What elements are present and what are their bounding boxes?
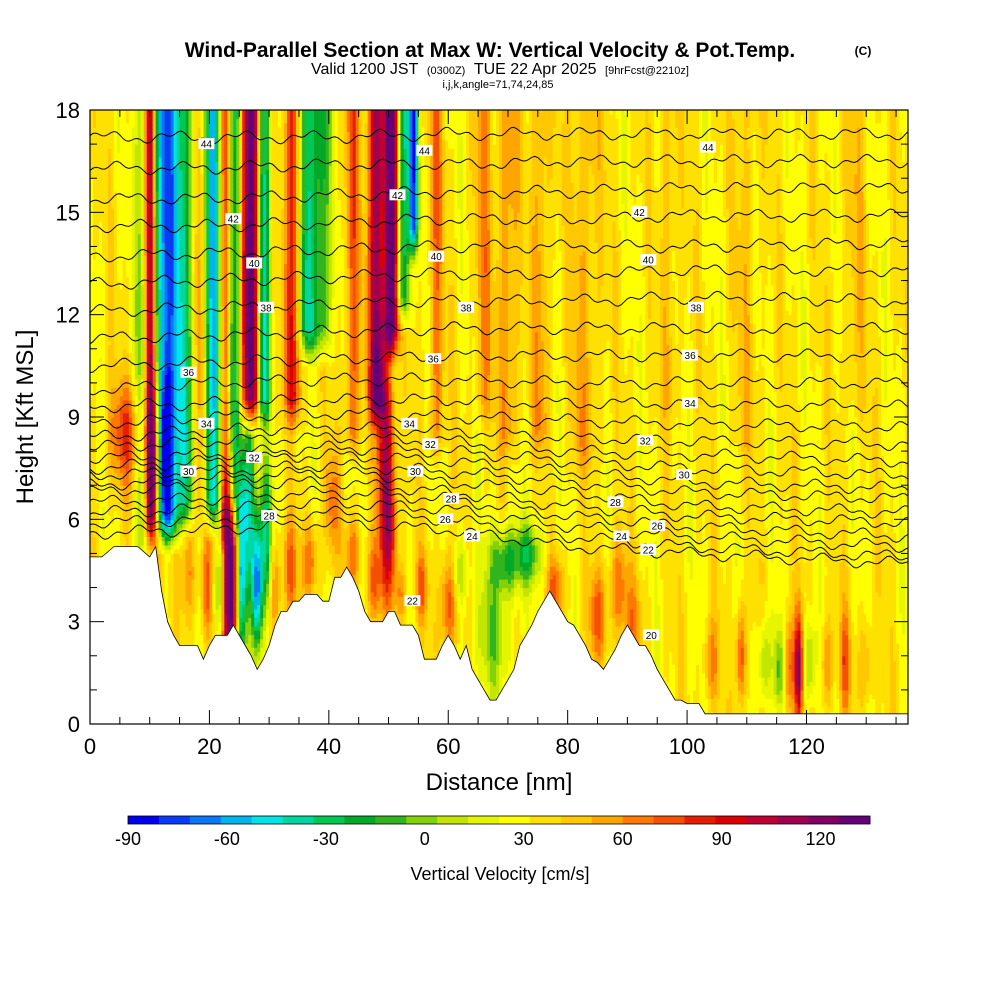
vertical-velocity-field (90, 110, 909, 720)
cross-section-chart: Wind-Parallel Section at Max W: Vertical… (0, 0, 1000, 1000)
subtitle-fcst: [9hrFcst@2210z] (605, 65, 689, 77)
subtitle-valid: Valid 1200 JST (311, 61, 419, 78)
subtitle-utc: (0300Z) (427, 65, 466, 77)
chart-title-mark: (C) (855, 44, 872, 58)
chart-title: Wind-Parallel Section at Max W: Vertical… (185, 39, 796, 62)
chart-subtitle-indices: i,j,k,angle=71,74,24,85 (442, 79, 553, 91)
chart-subtitle: Valid 1200 JST (0300Z) TUE 22 Apr 2025 [… (311, 61, 689, 78)
subtitle-date: TUE 22 Apr 2025 (474, 61, 597, 78)
